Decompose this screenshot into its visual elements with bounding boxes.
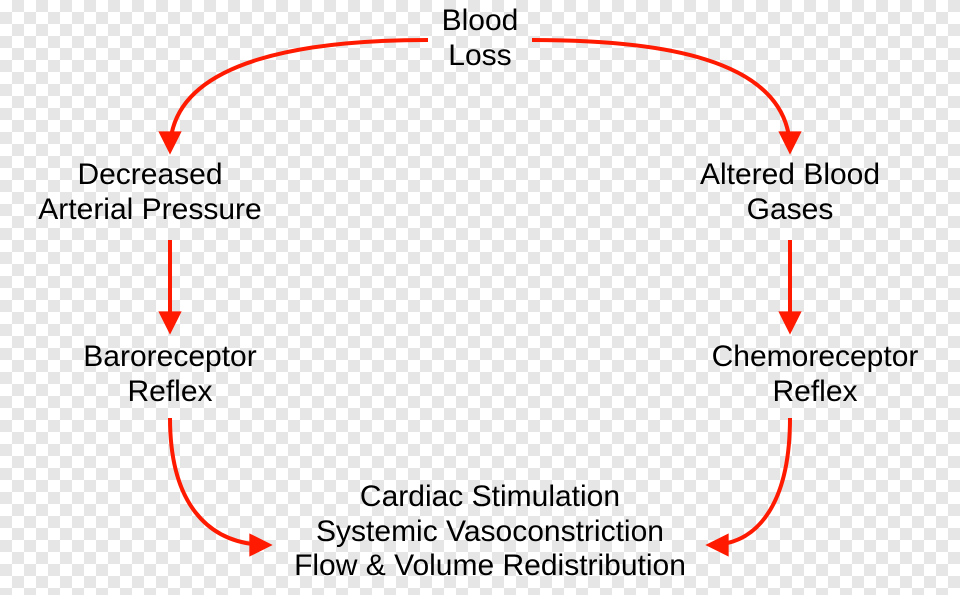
node-blood-loss: Blood Loss bbox=[442, 4, 519, 73]
node-text: Cardiac Stimulation bbox=[294, 480, 686, 515]
arrow-right-bot bbox=[710, 418, 790, 545]
node-outcome: Cardiac Stimulation Systemic Vasoconstri… bbox=[294, 480, 686, 584]
node-text: Flow & Volume Redistribution bbox=[294, 549, 686, 584]
node-altered-blood-gases: Altered Blood Gases bbox=[700, 158, 880, 227]
node-text: Arterial Pressure bbox=[38, 193, 261, 228]
node-text: Blood bbox=[442, 4, 519, 39]
node-baroreceptor-reflex: Baroreceptor Reflex bbox=[83, 340, 256, 409]
arrow-top-left bbox=[170, 40, 428, 150]
arrow-left-bot bbox=[170, 418, 268, 545]
node-text: Altered Blood bbox=[700, 158, 880, 193]
node-text: Baroreceptor bbox=[83, 340, 256, 375]
node-text: Loss bbox=[442, 39, 519, 74]
arrow-top-right bbox=[532, 40, 790, 150]
node-text: Chemoreceptor bbox=[712, 340, 919, 375]
node-text: Systemic Vasoconstriction bbox=[294, 515, 686, 550]
node-text: Gases bbox=[700, 193, 880, 228]
node-text: Reflex bbox=[712, 375, 919, 410]
node-text: Reflex bbox=[83, 375, 256, 410]
node-decreased-arterial-pressure: Decreased Arterial Pressure bbox=[38, 158, 261, 227]
node-text: Decreased bbox=[38, 158, 261, 193]
node-chemoreceptor-reflex: Chemoreceptor Reflex bbox=[712, 340, 919, 409]
